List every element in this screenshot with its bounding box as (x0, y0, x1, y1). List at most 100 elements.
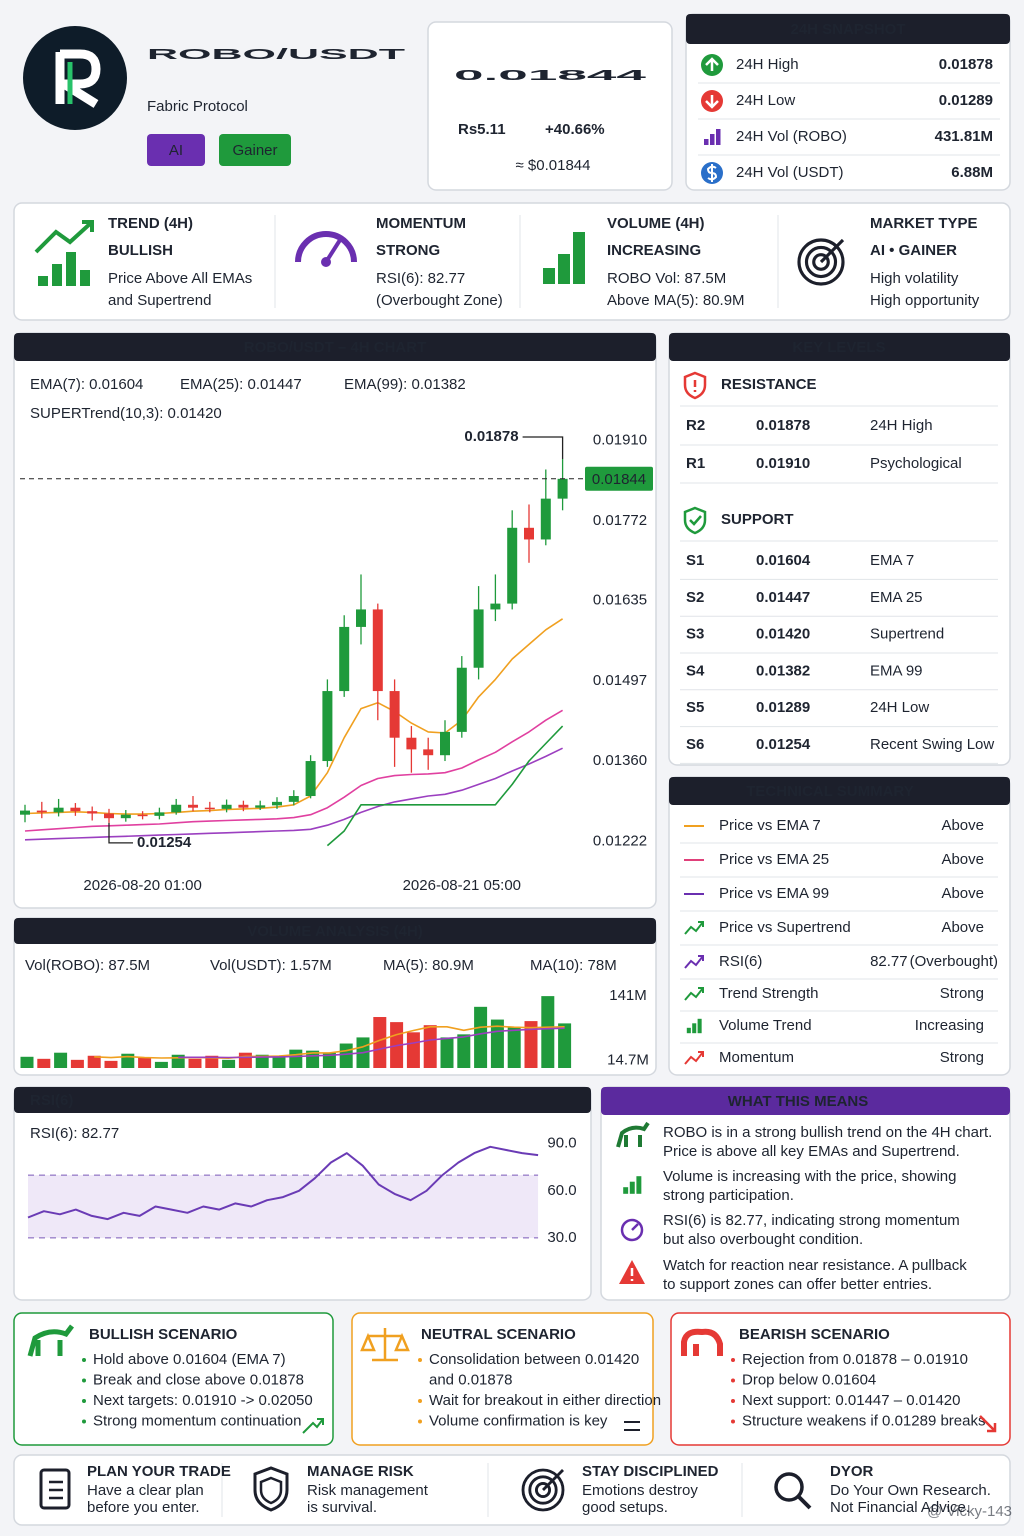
level-price: 0.01382 (756, 662, 810, 679)
summary-label: Price vs EMA 25 (719, 851, 829, 868)
bullet (82, 1358, 86, 1362)
y-tick-label: 0.01910 (593, 431, 647, 448)
explanation-line: Watch for reaction near resistance. A pu… (663, 1257, 967, 1274)
scale-icon (360, 1328, 410, 1362)
panel-header (669, 333, 1010, 361)
level-note: EMA 7 (870, 552, 914, 569)
panel (427, 21, 673, 191)
scenario-point: Rejection from 0.01878 – 0.01910 (742, 1351, 968, 1368)
candle-body (188, 804, 198, 808)
panel-title: VOLUME ANALYSIS (4H) (247, 923, 423, 940)
scenario-point: Strong momentum continuation (93, 1412, 301, 1429)
target-arrow (819, 238, 845, 264)
volume-bar (373, 1017, 387, 1068)
candle-body (473, 609, 484, 668)
tip-line: Do Your Own Research. (830, 1482, 991, 1499)
summary-label: RSI(6) (719, 953, 762, 970)
volume-bar (238, 1052, 252, 1068)
candle-body (272, 801, 282, 806)
card-title: TREND (4H) (108, 215, 193, 232)
magnifier-handle (797, 1495, 812, 1510)
candle-body (389, 691, 400, 738)
level-section-title: RESISTANCE (721, 376, 817, 393)
card-status: BULLISH (108, 242, 173, 259)
card-line: ROBO Vol: 87.5M (607, 270, 726, 287)
snapshot-value: 0.01878 (939, 56, 993, 73)
corner-icon (302, 1418, 324, 1434)
legend-entry: EMA(99): 0.01382 (344, 376, 466, 393)
volume-bar (54, 1052, 68, 1068)
level-price: 0.01604 (756, 552, 811, 569)
candle-body (305, 761, 316, 797)
tip-title: MANAGE RISK (307, 1463, 414, 1480)
y-tick-label: 30.0 (547, 1229, 576, 1246)
explanation-line: ROBO is in a strong bullish trend on the… (663, 1124, 992, 1141)
panel-title: RSI(6) (30, 1092, 73, 1109)
bars-icon (623, 1187, 629, 1194)
card-line: (Overbought Zone) (376, 292, 503, 309)
last-price-tag (585, 466, 653, 491)
bars-icon (692, 1023, 697, 1034)
scenario-point: Wait for breakout in either direction (429, 1392, 661, 1409)
level-id: S6 (686, 736, 704, 753)
snapshot-label: 24H High (736, 56, 799, 73)
candle-body (53, 807, 64, 813)
magnifier-icon (774, 1472, 804, 1502)
tip-line: good setups. (582, 1499, 668, 1516)
level-id: S1 (686, 552, 704, 569)
shield-icon (683, 506, 707, 535)
x-tick-label: 2026-08-21 05:00 (403, 877, 521, 894)
summary-label: Momentum (719, 1049, 794, 1066)
last-price: 0.01844 (454, 67, 648, 84)
card-status: AI • GAINER (870, 242, 957, 259)
summary-label: Price vs Supertrend (719, 919, 851, 936)
tip-line: Emotions destroy (582, 1482, 698, 1499)
candle-body (339, 626, 350, 692)
usd-price: ≈ $0.01844 (516, 157, 591, 174)
scenario-title: NEUTRAL SCENARIO (421, 1326, 576, 1343)
volume-bar (255, 1054, 269, 1068)
trend-icon (684, 1051, 704, 1065)
dollar (706, 164, 718, 182)
series-line (27, 1145, 539, 1221)
scenario-panel (13, 1312, 334, 1446)
target-icon (528, 1475, 558, 1505)
bullet (418, 1419, 422, 1424)
level-price: 0.01447 (756, 589, 810, 606)
volume-bar (541, 996, 555, 1068)
volume-bar (558, 1023, 572, 1068)
card-line: High volatility (870, 270, 959, 287)
card-line: and Supertrend (108, 292, 211, 309)
candle-body (204, 807, 215, 810)
symbol: ROBO/USDT (147, 46, 405, 63)
card-icon (558, 254, 570, 284)
volume-bar (457, 1034, 471, 1068)
bullet (82, 1399, 86, 1403)
watermark: @ Vicky-143 (927, 1503, 1012, 1520)
corner-icon (624, 1421, 640, 1431)
scenario-point: Volume confirmation is key (429, 1412, 608, 1429)
shield-icon (259, 1476, 283, 1505)
y-tick-label: 0.01360 (593, 752, 647, 769)
gauge-hub (321, 257, 331, 267)
y-tick-label: 0.01222 (593, 832, 647, 849)
y-tick-label: 60.0 (547, 1182, 576, 1199)
candle-body (120, 814, 131, 819)
target-icon (534, 1481, 552, 1499)
bear-icon (681, 1328, 723, 1356)
candle-body (238, 804, 249, 808)
summary-status: Above (941, 817, 984, 834)
candle-body (104, 813, 114, 819)
summary-status: Above (941, 919, 984, 936)
summary-status: Strong (940, 985, 984, 1002)
card-icon (543, 268, 555, 284)
candle-body (507, 527, 518, 604)
bull-icon (616, 1121, 650, 1148)
tip-title: DYOR (830, 1463, 874, 1480)
volume-bar (272, 1056, 286, 1068)
candle-body (288, 796, 299, 802)
target-icon (804, 245, 838, 279)
panel-title: WHAT THIS MEANS (728, 1093, 869, 1110)
change: +40.66% (545, 121, 605, 138)
